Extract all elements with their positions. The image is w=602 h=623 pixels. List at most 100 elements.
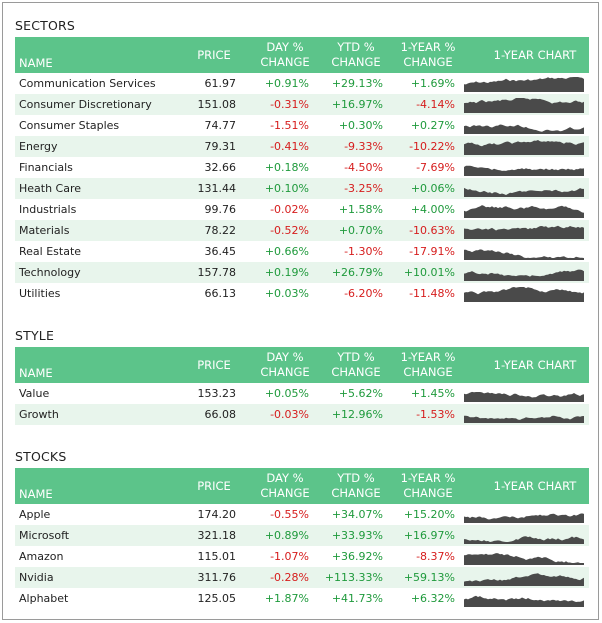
table-row: Growth 66.08 -0.03% +12.96% -1.53%: [15, 404, 589, 425]
sparkline-area: [464, 415, 584, 423]
table-row: Microsoft 321.18 +0.89% +33.93% +16.97%: [15, 525, 589, 546]
row-1yr-change: +59.13%: [403, 571, 455, 584]
row-name: Microsoft: [19, 529, 70, 542]
row-1yr-change: -10.22%: [409, 140, 455, 153]
sectors-section: SECTORS NAME PRICE DAY % CHANGE YTD % CHAN…: [15, 15, 589, 304]
col-ytd-change-header: YTD % CHANGE: [331, 40, 381, 69]
row-1yr-change: +16.97%: [403, 529, 455, 542]
table-row: Technology 157.78 +0.19% +26.79% +10.01%: [15, 262, 589, 283]
sparkline-area: [464, 269, 584, 281]
row-day-change: -0.28%: [270, 571, 309, 584]
stocks-section: STOCKS NAME PRICE DAY % CHANGE YTD % CHANG…: [15, 446, 589, 609]
table-row: Alphabet 125.05 +1.87% +41.73% +6.32%: [15, 588, 589, 609]
row-name: Financials: [19, 161, 73, 174]
col-day-change-header: DAY % CHANGE: [260, 471, 310, 500]
row-name: Communication Services: [19, 77, 156, 90]
style-section: STYLE NAME PRICE DAY % CHANGE YTD % CHANGE…: [15, 325, 589, 425]
sparkline-icon: [464, 391, 584, 402]
row-day-change: +0.66%: [264, 245, 309, 258]
row-ytd-change: +113.33%: [324, 571, 383, 584]
row-name: Utilities: [19, 287, 61, 300]
table-row: Amazon 115.01 -1.07% +36.92% -8.37%: [15, 546, 589, 567]
col-price-header: PRICE: [197, 478, 231, 493]
sparkline-area: [464, 553, 584, 565]
section-title: SECTORS: [15, 18, 76, 33]
table-row: Communication Services 61.97 +0.91% +29.13%…: [15, 73, 589, 94]
row-ytd-change: +1.58%: [338, 203, 383, 216]
col-day-change-header: DAY % CHANGE: [260, 40, 310, 69]
row-name: Materials: [19, 224, 70, 237]
col-price-header: PRICE: [197, 47, 231, 62]
sparkline-icon: [464, 140, 584, 155]
sparkline-icon: [464, 269, 584, 281]
row-ytd-change: -1.30%: [344, 245, 383, 258]
row-day-change: +0.19%: [264, 266, 309, 279]
sparkline-icon: [464, 187, 584, 197]
sparkline-icon: [464, 536, 584, 544]
col-1yr-change-header: 1-YEAR % CHANGE: [400, 40, 456, 69]
sparkline-icon: [464, 553, 584, 565]
row-1yr-change: +10.01%: [403, 266, 455, 279]
sparkline-icon: [464, 205, 584, 218]
row-day-change: +0.10%: [264, 182, 309, 195]
row-day-change: +0.91%: [264, 77, 309, 90]
row-1yr-change: +0.27%: [410, 119, 455, 132]
sparkline-area: [464, 513, 584, 523]
col-ytd-change-header: YTD % CHANGE: [331, 471, 381, 500]
col-1yr-change-header: 1-YEAR % CHANGE: [400, 350, 456, 379]
table-row: Nvidia 311.76 -0.28% +113.33% +59.13%: [15, 567, 589, 588]
table-row: Consumer Staples 74.77 -1.51% +0.30% +0.27%: [15, 115, 589, 136]
row-name: Real Estate: [19, 245, 82, 258]
sparkline-icon: [464, 573, 584, 586]
row-ytd-change: +16.97%: [331, 98, 383, 111]
sparkline-area: [464, 124, 584, 134]
row-price: 115.01: [197, 550, 237, 563]
row-name: Consumer Staples: [19, 119, 120, 132]
sparkline-area: [464, 573, 584, 586]
row-day-change: -0.03%: [270, 408, 309, 421]
sparkline-area: [464, 98, 584, 113]
row-1yr-change: -8.37%: [416, 550, 455, 563]
sparkline-area: [464, 205, 584, 218]
sparkline-icon: [464, 124, 584, 134]
stocks-rows: Apple 174.20 -0.55% +34.07% +15.20% Microsoft…: [15, 504, 589, 609]
row-ytd-change: +5.62%: [338, 387, 383, 400]
row-price: 61.97: [204, 77, 237, 90]
col-ytd-change-header: YTD % CHANGE: [331, 350, 381, 379]
row-ytd-change: +26.79%: [331, 266, 383, 279]
sparkline-icon: [464, 249, 584, 260]
row-1yr-change: +1.69%: [410, 77, 455, 90]
sparkline-area: [464, 140, 584, 155]
col-name-header: NAME: [19, 55, 53, 70]
sparkline-icon: [464, 165, 584, 176]
row-price: 79.31: [204, 140, 237, 153]
row-name: Value: [19, 387, 50, 400]
row-price: 151.08: [197, 98, 237, 111]
sparkline-icon: [464, 513, 584, 523]
table-row: Real Estate 36.45 +0.66% -1.30% -17.91%: [15, 241, 589, 262]
row-ytd-change: -3.25%: [344, 182, 383, 195]
table-header: NAME PRICE DAY % CHANGE YTD % CHANGE 1-YEA…: [15, 468, 589, 504]
row-name: Consumer Discretionary: [19, 98, 152, 111]
row-name: Heath Care: [19, 182, 82, 195]
row-day-change: -0.52%: [270, 224, 309, 237]
col-name-header: NAME: [19, 486, 53, 501]
row-ytd-change: +34.07%: [331, 508, 383, 521]
row-1yr-change: -7.69%: [416, 161, 455, 174]
row-1yr-change: -10.63%: [409, 224, 455, 237]
row-1yr-change: -1.53%: [416, 408, 455, 421]
col-1yr-chart-header: 1-YEAR CHART: [493, 47, 577, 62]
sparkline-area: [464, 536, 584, 544]
row-price: 74.77: [204, 119, 237, 132]
row-day-change: -0.31%: [270, 98, 309, 111]
row-1yr-change: -17.91%: [409, 245, 455, 258]
row-day-change: -0.41%: [270, 140, 309, 153]
row-1yr-change: +15.20%: [403, 508, 455, 521]
col-name-header: NAME: [19, 365, 53, 380]
col-day-change-header: DAY % CHANGE: [260, 350, 310, 379]
table-row: Industrials 99.76 -0.02% +1.58% +4.00%: [15, 199, 589, 220]
row-day-change: -1.07%: [270, 550, 309, 563]
row-1yr-change: +0.06%: [410, 182, 455, 195]
row-ytd-change: -4.50%: [344, 161, 383, 174]
col-1yr-change-header: 1-YEAR % CHANGE: [400, 471, 456, 500]
